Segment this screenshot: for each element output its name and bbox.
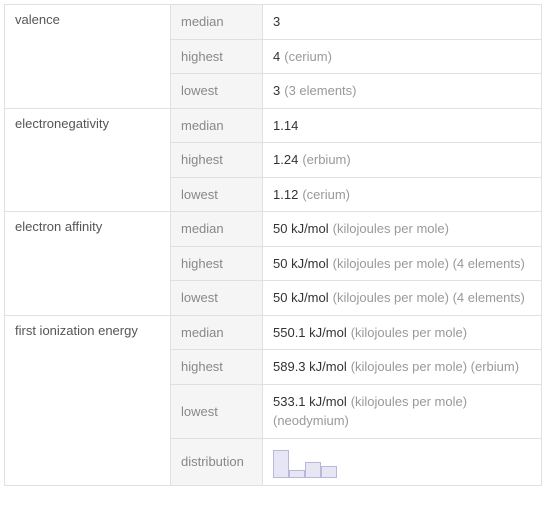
table-row: valence median 3 <box>5 5 542 40</box>
table-body: valence median 3 highest 4 (cerium) lowes… <box>5 5 542 486</box>
stat-value: 533.1 kJ/mol(kilojoules per mole) (neody… <box>263 384 542 438</box>
stat-label: highest <box>171 350 263 385</box>
stat-label: highest <box>171 143 263 178</box>
table-row: electronegativity median 1.14 <box>5 108 542 143</box>
property-name: first ionization energy <box>5 315 171 485</box>
stat-label: lowest <box>171 74 263 109</box>
stat-value: 589.3 kJ/mol (kilojoules per mole) (erbiu… <box>263 350 542 385</box>
stat-label: median <box>171 315 263 350</box>
stat-value: 1.12 (cerium) <box>263 177 542 212</box>
value-main: 3 <box>273 83 280 98</box>
stat-value: 50 kJ/mol (kilojoules per mole) <box>263 212 542 247</box>
stat-label: median <box>171 5 263 40</box>
value-main: 50 kJ/mol <box>273 290 329 305</box>
value-main: 3 <box>273 14 280 29</box>
properties-table: valence median 3 highest 4 (cerium) lowes… <box>4 4 542 486</box>
table-row: electron affinity median 50 kJ/mol(kiloj… <box>5 212 542 247</box>
stat-label: lowest <box>171 281 263 316</box>
chart-bar <box>305 462 321 478</box>
value-main: 1.24 <box>273 152 298 167</box>
value-note: (kilojoules per mole) (erbium) <box>351 359 519 374</box>
value-main: 550.1 kJ/mol <box>273 325 347 340</box>
stat-value: 1.24 (erbium) <box>263 143 542 178</box>
stat-label: median <box>171 108 263 143</box>
chart-bar <box>289 470 305 478</box>
chart-bar <box>321 466 337 478</box>
stat-label: median <box>171 212 263 247</box>
stat-value: 1.14 <box>263 108 542 143</box>
chart-cell <box>263 438 542 485</box>
stat-label: distribution <box>171 438 263 485</box>
table-row: first ionization energy median 550.1 kJ/… <box>5 315 542 350</box>
value-main: 4 <box>273 49 280 64</box>
value-main: 589.3 kJ/mol <box>273 359 347 374</box>
value-note: (cerium) <box>284 49 332 64</box>
stat-label: highest <box>171 246 263 281</box>
value-note: (erbium) <box>302 152 350 167</box>
value-note: (kilojoules per mole) <box>351 325 467 340</box>
stat-value: 3 <box>263 5 542 40</box>
stat-value: 4 (cerium) <box>263 39 542 74</box>
stat-label: lowest <box>171 384 263 438</box>
stat-label: lowest <box>171 177 263 212</box>
chart-bar <box>273 450 289 478</box>
property-name: electronegativity <box>5 108 171 212</box>
property-name: electron affinity <box>5 212 171 316</box>
stat-value: 550.1 kJ/mol (kilojoules per mole) <box>263 315 542 350</box>
value-note: (3 elements) <box>284 83 356 98</box>
stat-value: 50 kJ/mol (kilojoules per mole) (4 elemen… <box>263 246 542 281</box>
value-main: 1.14 <box>273 118 298 133</box>
value-main: 50 kJ/mol <box>273 256 329 271</box>
value-main: 533.1 kJ/mol <box>273 394 347 409</box>
value-note: (kilojoules per mole) <box>333 221 449 236</box>
stat-label: highest <box>171 39 263 74</box>
property-name: valence <box>5 5 171 109</box>
value-note: (kilojoules per mole) (4 elements) <box>333 256 525 271</box>
value-note: (kilojoules per mole) (4 elements) <box>333 290 525 305</box>
value-main: 1.12 <box>273 187 298 202</box>
value-note: (cerium) <box>302 187 350 202</box>
stat-value: 3 (3 elements) <box>263 74 542 109</box>
distribution-chart <box>273 446 531 478</box>
value-main: 50 kJ/mol <box>273 221 329 236</box>
stat-value: 50 kJ/mol (kilojoules per mole) (4 elemen… <box>263 281 542 316</box>
